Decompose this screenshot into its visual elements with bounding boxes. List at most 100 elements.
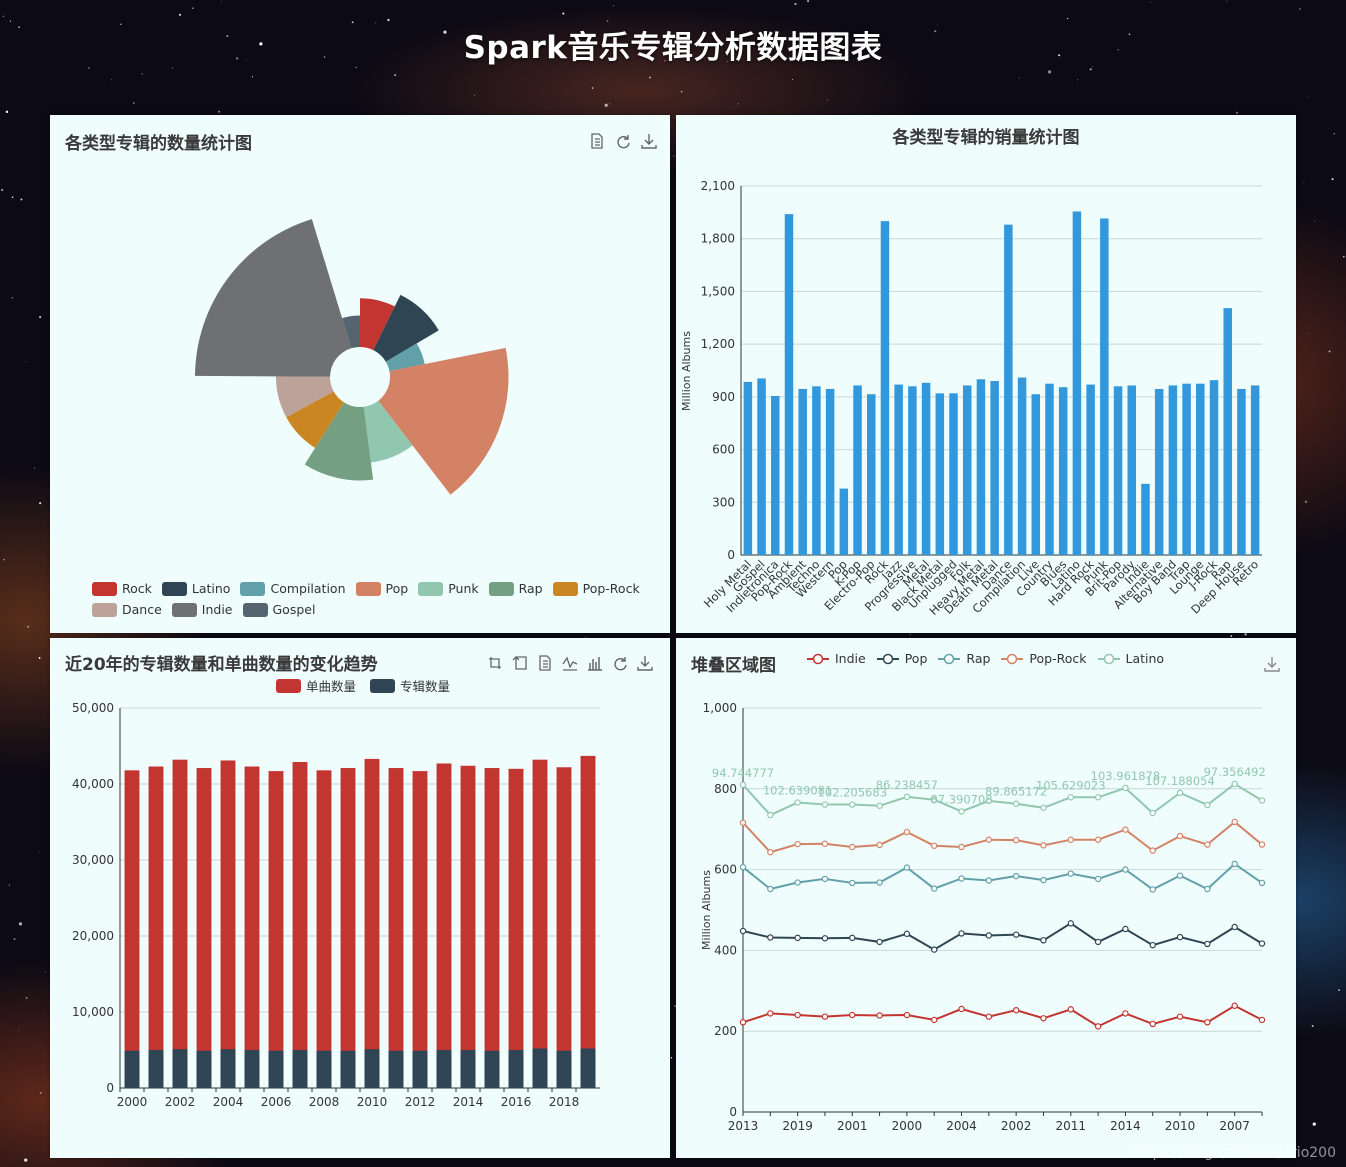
- point-Indie: [1176, 1013, 1184, 1020]
- legend-swatch: [171, 602, 197, 617]
- rose-legend: Rock Latino Compilation Pop Punk Rap Pop-Rock D…: [92, 581, 652, 623]
- data-view-icon[interactable]: [588, 132, 606, 150]
- bar: [784, 214, 794, 555]
- y-tick-label: 0: [106, 1081, 114, 1095]
- refresh-icon[interactable]: [611, 654, 629, 672]
- legend-item[interactable]: Latino: [161, 581, 230, 596]
- legend-swatch: [92, 581, 117, 596]
- y-tick-label: 1,800: [701, 232, 735, 246]
- trend-bar-chart: 0 10,000 20,000 30,000 40,000 50,000 2000 2002 2…: [72, 701, 600, 1109]
- zoom-icon[interactable]: [486, 654, 504, 672]
- legend-item[interactable]: Pop-Rock: [1000, 651, 1087, 666]
- y-tick-label: 300: [712, 495, 735, 509]
- x-tick-label: 2000: [892, 1119, 923, 1133]
- point-Pop-Rock: [1040, 842, 1047, 849]
- legend-item[interactable]: Latino: [1097, 651, 1164, 666]
- star: [226, 35, 229, 38]
- bar: [743, 381, 753, 555]
- star: [1089, 68, 1092, 71]
- legend-item[interactable]: Pop: [355, 581, 408, 596]
- bar-专辑数量: [412, 1050, 428, 1088]
- star: [562, 12, 565, 15]
- y-tick-label: 30,000: [72, 853, 114, 867]
- legend-item[interactable]: Rap: [488, 581, 543, 596]
- point-Indie: [1204, 1019, 1211, 1026]
- star: [673, 155, 675, 157]
- y-tick-label: 400: [714, 943, 737, 957]
- download-icon[interactable]: [640, 132, 658, 150]
- legend-item[interactable]: Rap: [937, 651, 990, 666]
- chart-title: 各类型专辑的数量统计图: [65, 134, 252, 154]
- legend-item[interactable]: 单曲数量: [276, 676, 356, 695]
- bar-单曲数量: [340, 768, 356, 1088]
- point-Latino: [1122, 784, 1129, 792]
- point-Rap: [1067, 870, 1074, 877]
- legend-swatch: [552, 581, 578, 596]
- point-Pop: [794, 934, 801, 942]
- bar: [1113, 386, 1123, 555]
- legend-item[interactable]: Indie: [806, 651, 866, 666]
- star: [18, 26, 20, 29]
- legend-item[interactable]: Indie: [171, 602, 233, 617]
- y-tick-label: 50,000: [72, 701, 114, 715]
- stacked-area-panel: 堆叠区域图 Indie Pop Rap Pop-Rock Latino 0 200 400 6…: [676, 638, 1296, 1158]
- point-Latino: [821, 801, 829, 808]
- star: [664, 59, 666, 62]
- point-Rap: [1012, 872, 1020, 880]
- x-tick-label: 2002: [1001, 1119, 1032, 1133]
- point-Pop: [739, 927, 747, 935]
- legend-item[interactable]: Compilation: [240, 581, 346, 596]
- rose-slice-latino: [373, 294, 439, 362]
- zoom-reset-icon[interactable]: [511, 654, 529, 672]
- legend-line-swatch: [1001, 653, 1024, 664]
- star: [218, 110, 221, 113]
- point-Pop: [1149, 941, 1156, 949]
- line-chart-icon[interactable]: [561, 654, 579, 672]
- point-Rap: [985, 877, 993, 884]
- star: [936, 24, 938, 26]
- chart-title: 近20年的专辑数量和单曲数量的变化趋势: [65, 655, 378, 675]
- star: [245, 60, 247, 62]
- point-Pop: [1258, 940, 1266, 947]
- point-label: 107.188054: [1145, 774, 1215, 788]
- legend-item[interactable]: Punk: [418, 581, 479, 596]
- star: [1058, 54, 1061, 57]
- point-Pop: [1067, 920, 1074, 927]
- star: [1299, 8, 1301, 10]
- star: [38, 851, 40, 852]
- legend-item[interactable]: Rock: [92, 581, 152, 596]
- star: [1311, 1025, 1314, 1028]
- legend-line-swatch: [807, 653, 829, 664]
- point-Indie: [1012, 1006, 1020, 1014]
- bar-专辑数量: [436, 1050, 452, 1088]
- star: [141, 73, 143, 75]
- bar-单曲数量: [292, 761, 308, 1088]
- legend-item[interactable]: Gospel: [242, 602, 315, 617]
- star: [191, 7, 194, 10]
- legend-item[interactable]: Dance: [92, 602, 162, 617]
- bar-单曲数量: [220, 760, 236, 1088]
- bar: [962, 385, 972, 555]
- legend-item[interactable]: Pop-Rock: [552, 581, 640, 596]
- bar-专辑数量: [172, 1049, 188, 1088]
- star: [2, 15, 5, 18]
- point-Latino: [767, 811, 774, 819]
- x-tick-label: 2001: [837, 1119, 868, 1133]
- legend-item[interactable]: Pop: [876, 651, 928, 666]
- download-icon[interactable]: [1263, 655, 1281, 673]
- star: [20, 198, 23, 201]
- bar: [1141, 483, 1150, 555]
- point-Pop-Rock: [794, 840, 801, 848]
- bar: [1086, 384, 1095, 555]
- legend-item[interactable]: 专辑数量: [370, 676, 450, 695]
- point-Pop-Rock: [958, 843, 965, 851]
- data-view-icon[interactable]: [536, 654, 554, 672]
- line-Rap: [742, 862, 1263, 891]
- refresh-icon[interactable]: [614, 132, 632, 150]
- point-label: 103.961878: [1091, 769, 1161, 783]
- y-tick-label: 0: [729, 1105, 737, 1119]
- download-icon[interactable]: [636, 654, 654, 672]
- legend-label: Pop: [904, 651, 928, 666]
- bar-chart-icon[interactable]: [586, 654, 604, 672]
- point-Rap: [1122, 866, 1129, 873]
